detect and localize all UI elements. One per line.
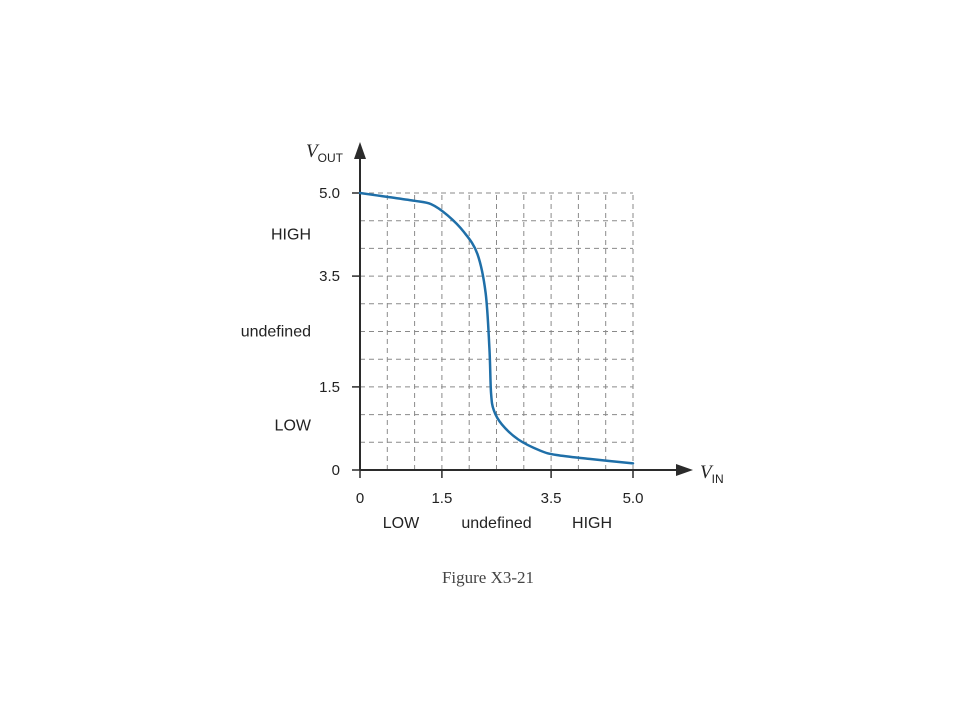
- y-tick-label: 3.5: [319, 268, 340, 285]
- x-axis-label: VIN: [700, 462, 724, 486]
- figure-caption: Figure X3-21: [442, 568, 534, 587]
- y-axis-arrow: [354, 142, 366, 159]
- region-labels: LOW undefined HIGH HIGH undefined LOW: [241, 227, 612, 532]
- y-tick-label: 0: [332, 462, 340, 479]
- grid: [360, 192, 634, 470]
- x-region-label: undefined: [461, 515, 531, 532]
- x-tick-label: 1.5: [431, 490, 452, 507]
- y-axis-label: VOUT: [306, 141, 344, 165]
- x-tick-label: 5.0: [623, 490, 644, 507]
- y-region-label: HIGH: [271, 227, 311, 244]
- y-tick-label: 1.5: [319, 379, 340, 396]
- y-axis-label-sub: OUT: [318, 151, 344, 165]
- vout-vs-vin-curve: [358, 191, 635, 465]
- x-tick-label: 0: [356, 490, 364, 507]
- x-axis-label-sub: IN: [712, 472, 724, 486]
- x-region-label: LOW: [383, 515, 420, 532]
- x-region-label: HIGH: [572, 515, 612, 532]
- ticks: 0 1.5 3.5 5.0 0 1.5 3.5 5.0: [319, 185, 643, 507]
- y-region-label: undefined: [241, 324, 311, 341]
- series: [358, 191, 635, 465]
- x-tick-label: 3.5: [541, 490, 562, 507]
- y-tick-label: 5.0: [319, 185, 340, 202]
- x-axis-arrow: [676, 464, 693, 476]
- y-region-label: LOW: [275, 418, 312, 435]
